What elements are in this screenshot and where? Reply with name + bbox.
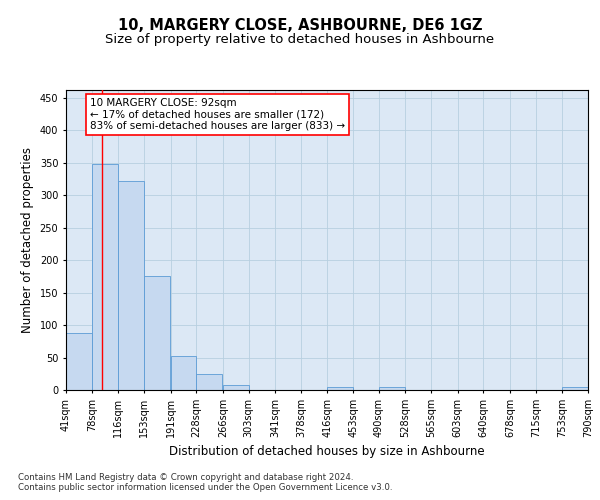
- Text: 10, MARGERY CLOSE, ASHBOURNE, DE6 1GZ: 10, MARGERY CLOSE, ASHBOURNE, DE6 1GZ: [118, 18, 482, 32]
- Bar: [562, 388, 588, 390]
- X-axis label: Distribution of detached houses by size in Ashbourne: Distribution of detached houses by size …: [169, 446, 485, 458]
- Bar: [170, 356, 196, 390]
- Y-axis label: Number of detached properties: Number of detached properties: [21, 147, 34, 333]
- Bar: [379, 387, 405, 390]
- Bar: [196, 374, 222, 390]
- Text: Size of property relative to detached houses in Ashbourne: Size of property relative to detached ho…: [106, 32, 494, 46]
- Text: Contains HM Land Registry data © Crown copyright and database right 2024.
Contai: Contains HM Land Registry data © Crown c…: [18, 473, 392, 492]
- Bar: [328, 387, 353, 390]
- Bar: [118, 181, 144, 390]
- Bar: [144, 276, 170, 390]
- Bar: [66, 333, 92, 390]
- Bar: [223, 385, 248, 390]
- Text: 10 MARGERY CLOSE: 92sqm
← 17% of detached houses are smaller (172)
83% of semi-d: 10 MARGERY CLOSE: 92sqm ← 17% of detache…: [89, 98, 345, 131]
- Bar: [92, 164, 118, 390]
